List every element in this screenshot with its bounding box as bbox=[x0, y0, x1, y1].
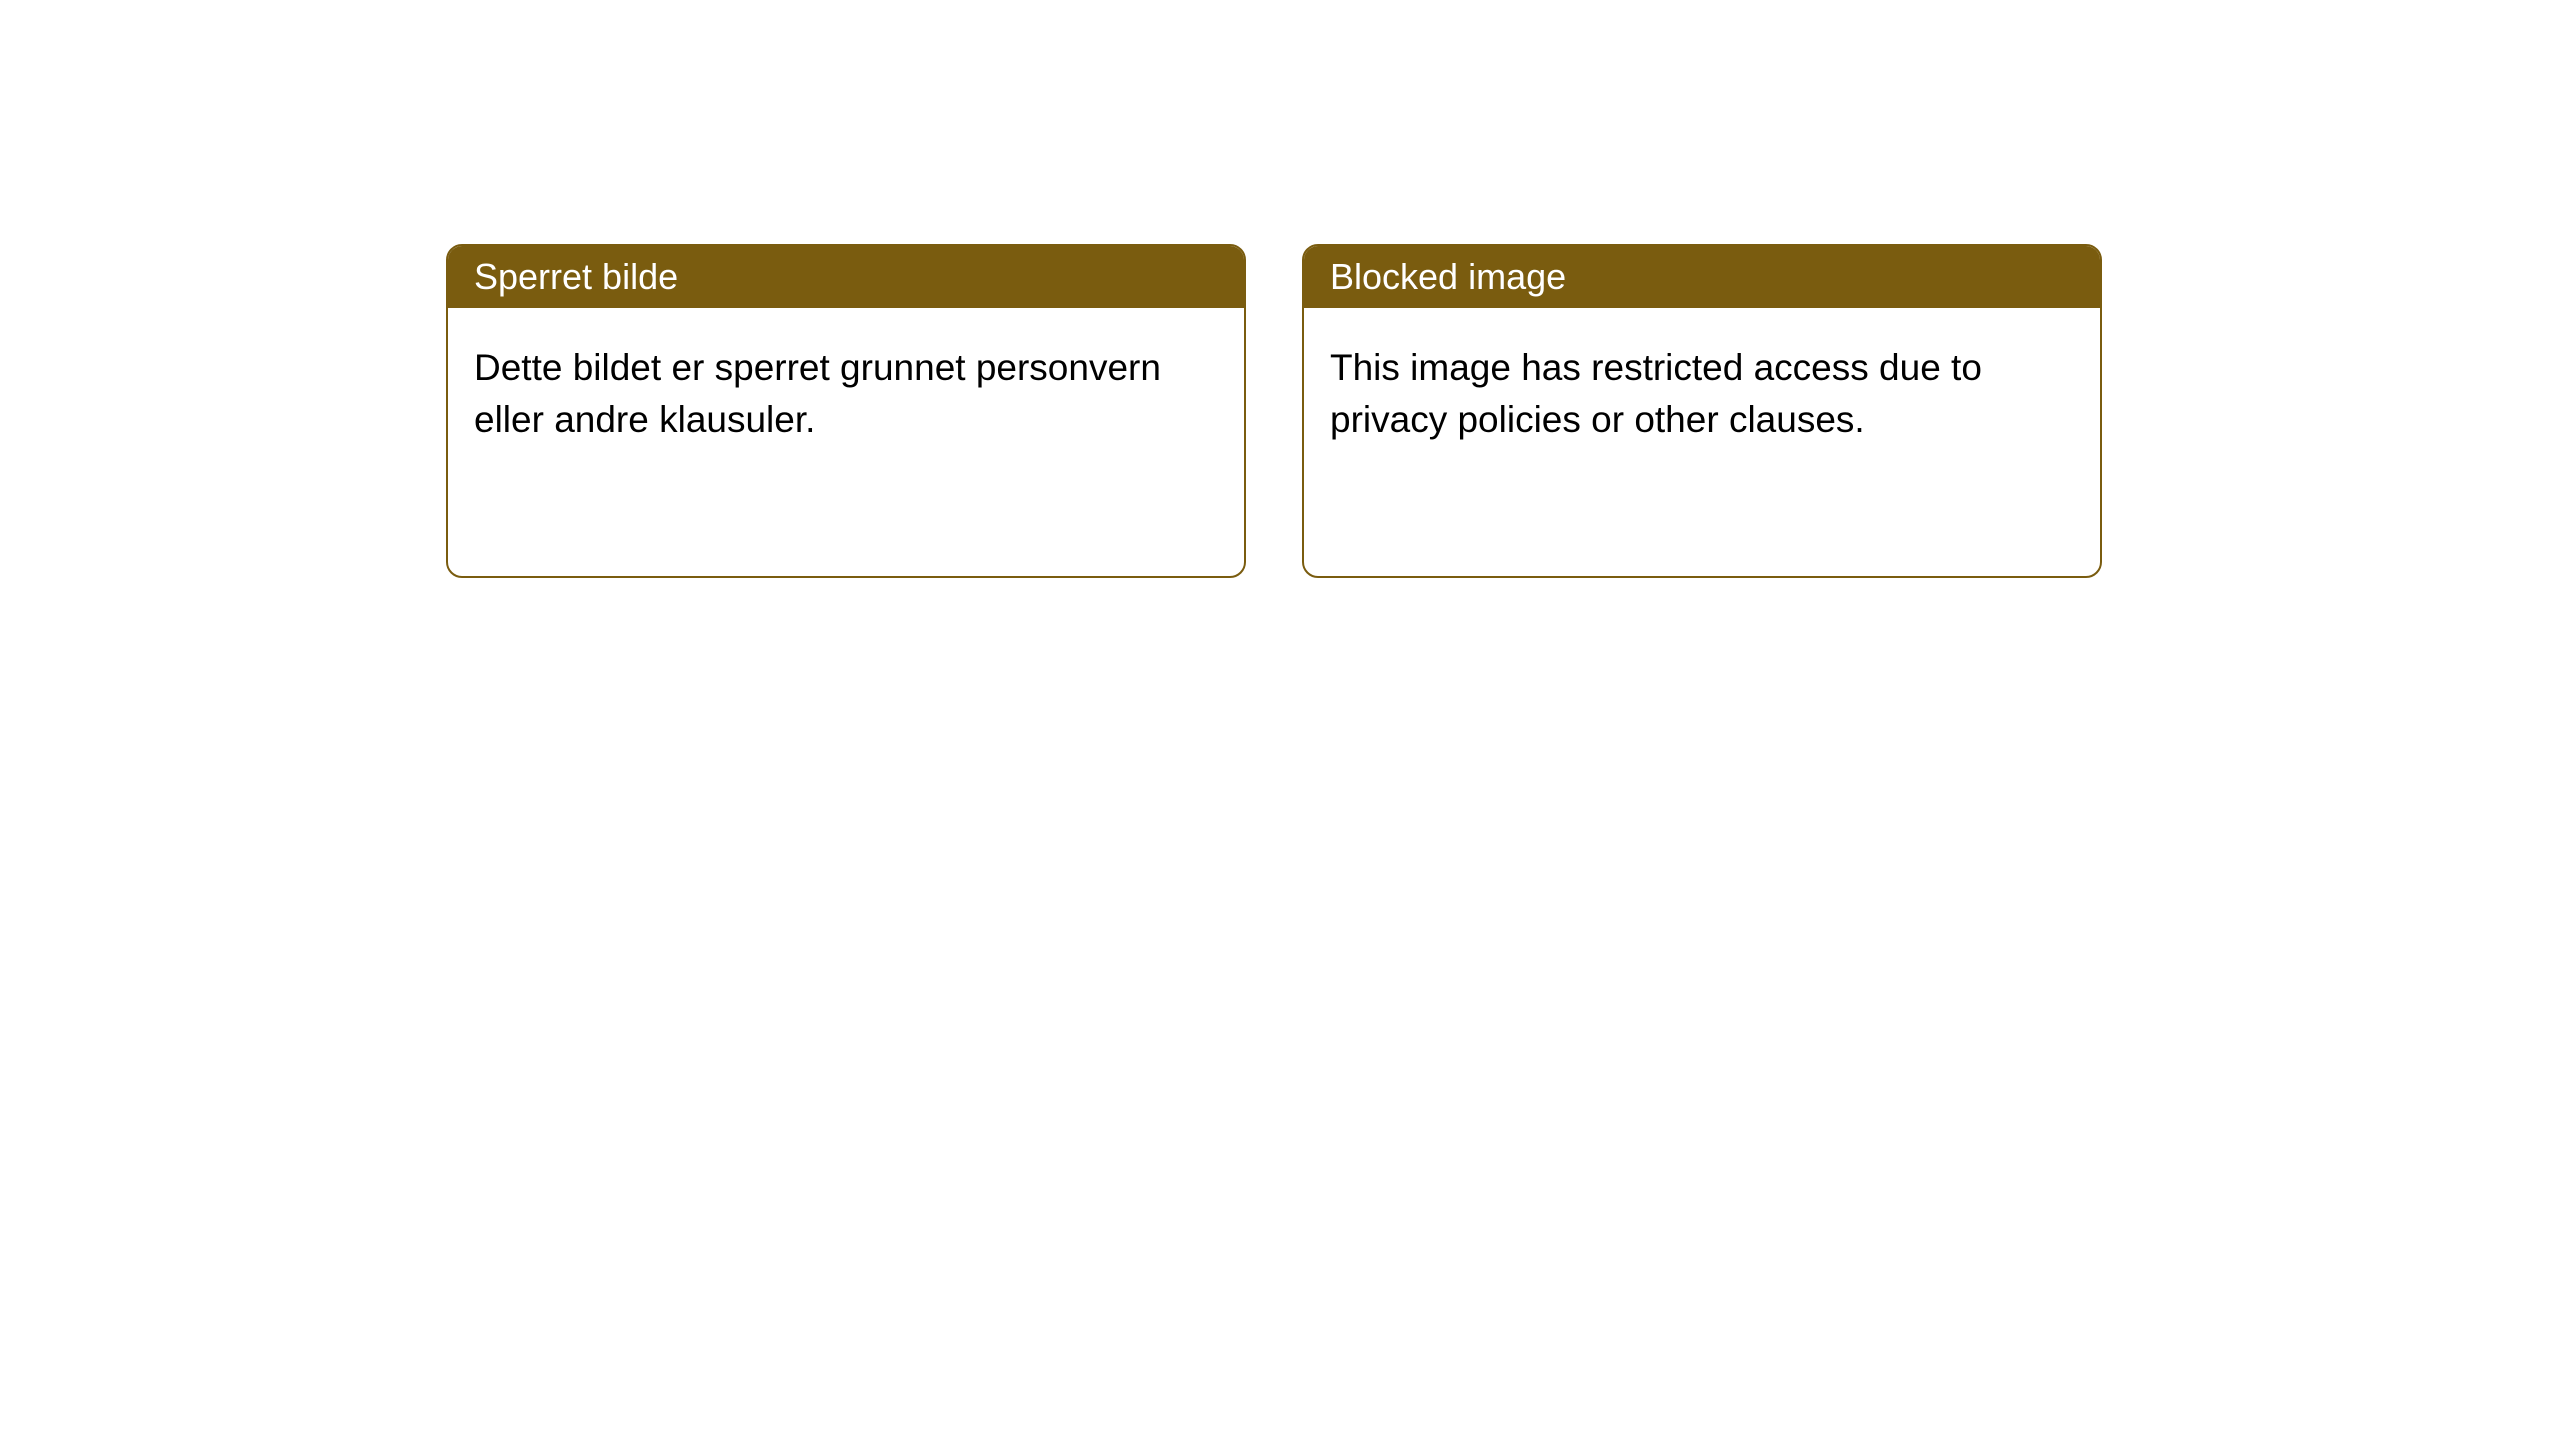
notice-body: This image has restricted access due to … bbox=[1304, 308, 2100, 480]
notice-body: Dette bildet er sperret grunnet personve… bbox=[448, 308, 1244, 480]
notice-title: Sperret bilde bbox=[448, 246, 1244, 308]
notice-box-norwegian: Sperret bilde Dette bildet er sperret gr… bbox=[446, 244, 1246, 578]
notices-container: Sperret bilde Dette bildet er sperret gr… bbox=[0, 0, 2560, 578]
notice-box-english: Blocked image This image has restricted … bbox=[1302, 244, 2102, 578]
notice-title: Blocked image bbox=[1304, 246, 2100, 308]
